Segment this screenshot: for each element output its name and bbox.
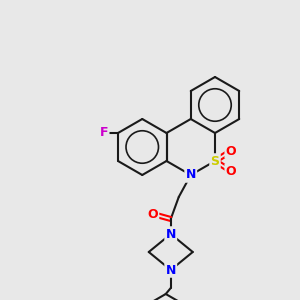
Text: O: O bbox=[226, 145, 236, 158]
Text: N: N bbox=[166, 227, 176, 241]
Text: O: O bbox=[147, 208, 158, 220]
Text: N: N bbox=[166, 263, 176, 277]
Text: S: S bbox=[211, 154, 220, 167]
Text: F: F bbox=[100, 127, 108, 140]
Text: N: N bbox=[186, 169, 196, 182]
Text: O: O bbox=[226, 164, 236, 178]
